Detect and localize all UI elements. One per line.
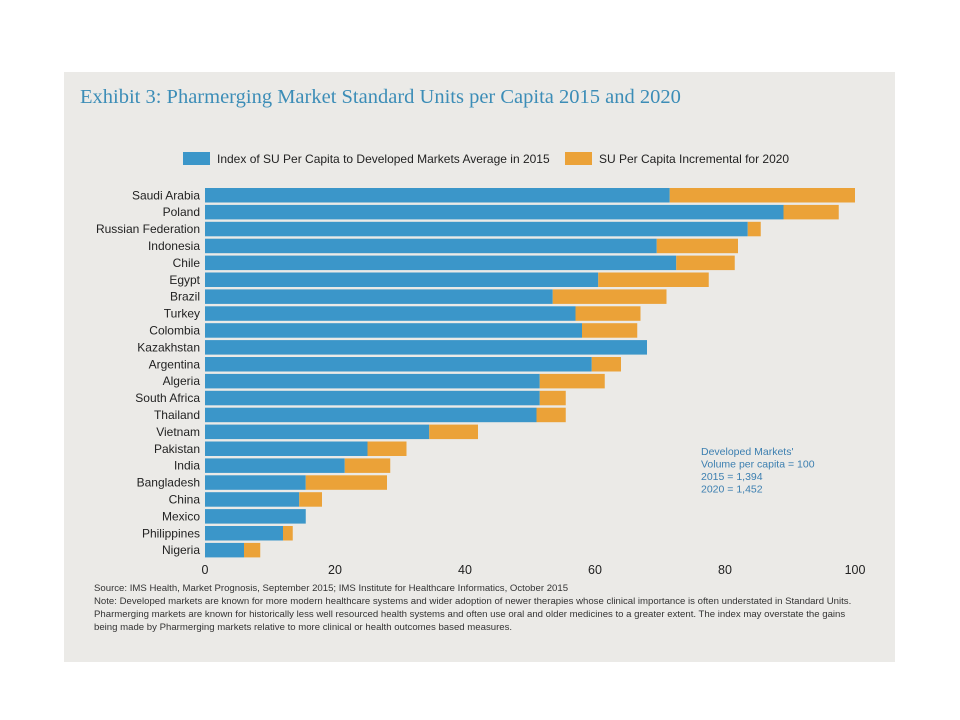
bar-chart: Index of SU Per Capita to Developed Mark… xyxy=(96,152,866,577)
legend-swatch-2015 xyxy=(183,152,210,165)
category-label: Saudi Arabia xyxy=(132,188,200,202)
bar-2020-incremental xyxy=(582,323,638,338)
category-label: Pakistan xyxy=(154,442,200,456)
x-tick-label: 0 xyxy=(202,563,209,577)
bar-2020-incremental xyxy=(344,458,391,473)
bar-2015 xyxy=(205,492,300,507)
annotation-line: Developed Markets' xyxy=(701,446,793,458)
bar-2020-incremental xyxy=(676,255,735,271)
category-label: Indonesia xyxy=(148,239,200,253)
category-label: Kazakhstan xyxy=(137,340,200,354)
category-label: Brazil xyxy=(170,290,200,304)
bar-2015 xyxy=(205,475,306,490)
bar-2015 xyxy=(205,221,748,237)
category-label: Turkey xyxy=(164,307,200,321)
category-label: Bangladesh xyxy=(137,476,200,490)
bar-2015 xyxy=(205,542,244,558)
bar-2020-incremental xyxy=(575,306,641,321)
annotation-line: Volume per capita = 100 xyxy=(701,459,815,471)
category-label: China xyxy=(169,492,201,506)
bar-2020-incremental xyxy=(536,407,566,423)
x-tick-label: 60 xyxy=(588,563,602,577)
legend-swatch-2020 xyxy=(565,152,592,165)
legend-label-2020: SU Per Capita Incremental for 2020 xyxy=(599,152,789,166)
bar-2015 xyxy=(205,407,537,423)
bar-2020-incremental xyxy=(283,526,293,541)
bar-2020-incremental xyxy=(244,542,261,558)
bar-2020-incremental xyxy=(539,390,566,406)
category-label: Philippines xyxy=(142,526,200,540)
source-note: Source: IMS Health, Market Prognosis, Se… xyxy=(94,583,569,594)
bar-2020-incremental xyxy=(367,441,407,456)
bar-2015 xyxy=(205,323,582,338)
bar-2015 xyxy=(205,238,657,254)
bar-2015 xyxy=(205,390,540,406)
annotation-line: 2020 = 1,452 xyxy=(701,484,763,496)
bar-2015 xyxy=(205,357,592,372)
legend-label-2015: Index of SU Per Capita to Developed Mark… xyxy=(217,152,550,166)
bar-2020-incremental xyxy=(669,188,855,203)
category-label: Poland xyxy=(163,205,200,219)
bar-2015 xyxy=(205,289,553,304)
footer-notes: Source: IMS Health, Market Prognosis, Se… xyxy=(94,582,884,634)
category-label: Egypt xyxy=(169,273,200,287)
category-label: Vietnam xyxy=(156,425,200,439)
category-label: Russian Federation xyxy=(96,222,200,236)
bar-2020-incremental xyxy=(552,289,667,304)
x-tick-label: 100 xyxy=(845,563,866,577)
category-label: Colombia xyxy=(149,323,200,337)
bar-2015 xyxy=(205,373,540,389)
bar-2020-incremental xyxy=(656,238,738,254)
category-label: Chile xyxy=(173,256,201,270)
x-tick-label: 80 xyxy=(718,563,732,577)
x-tick-label: 20 xyxy=(328,563,342,577)
bar-2015 xyxy=(205,272,599,287)
bar-2015 xyxy=(205,526,283,541)
note-line-3: being made by Pharmerging markets relati… xyxy=(94,622,513,633)
note-line-1: Note: Developed markets are known for mo… xyxy=(94,596,852,607)
bar-2015 xyxy=(205,458,345,473)
bar-2015 xyxy=(205,204,784,220)
bar-2015 xyxy=(205,306,576,321)
bar-2015 xyxy=(205,424,430,440)
bar-2020-incremental xyxy=(591,357,621,372)
category-label: Mexico xyxy=(162,509,200,523)
category-label: Thailand xyxy=(154,408,200,422)
note-line-2: Pharmerging markets are known for histor… xyxy=(94,609,846,620)
annotation-line: 2015 = 1,394 xyxy=(701,471,763,483)
exhibit-title: Exhibit 3: Pharmerging Market Standard U… xyxy=(80,86,681,108)
bar-2020-incremental xyxy=(539,373,605,389)
bar-2020-incremental xyxy=(598,272,709,287)
bar-2015 xyxy=(205,340,647,355)
bar-2020-incremental xyxy=(783,204,839,220)
category-label: Argentina xyxy=(149,357,201,371)
bar-2015 xyxy=(205,255,677,271)
category-label: Algeria xyxy=(163,374,201,388)
bar-2020-incremental xyxy=(747,221,761,237)
bar-2015 xyxy=(205,188,670,203)
bar-2015 xyxy=(205,509,306,524)
bar-2020-incremental xyxy=(305,475,387,490)
category-label: India xyxy=(174,459,200,473)
bar-2020-incremental xyxy=(429,424,478,440)
category-label: Nigeria xyxy=(162,543,200,557)
x-tick-label: 40 xyxy=(458,563,472,577)
exhibit-panel: Exhibit 3: Pharmerging Market Standard U… xyxy=(64,72,895,662)
bar-2020-incremental xyxy=(299,492,322,507)
bar-2015 xyxy=(205,441,368,456)
category-label: South Africa xyxy=(135,391,200,405)
